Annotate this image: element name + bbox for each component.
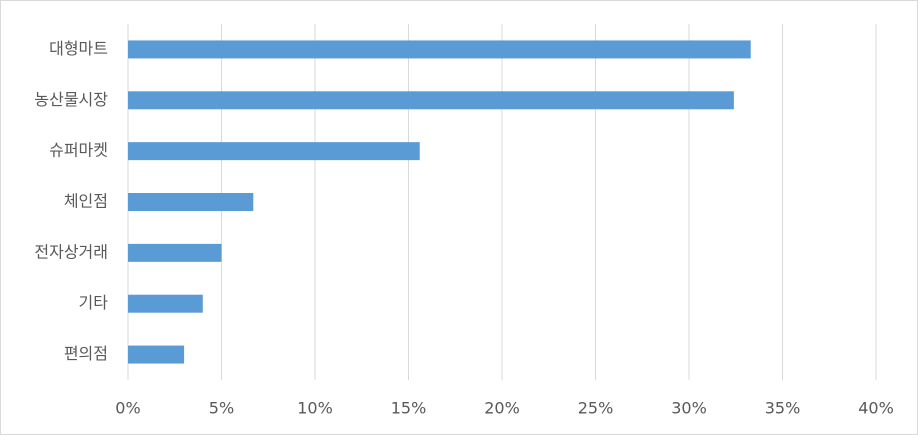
bar [128, 193, 254, 211]
x-tick-label: 5% [209, 399, 234, 418]
x-tick-label: 15% [391, 399, 427, 418]
x-tick-label: 20% [484, 399, 520, 418]
y-tick-label: 편의점 [64, 344, 108, 363]
x-tick-label: 35% [765, 399, 801, 418]
x-tick-label: 40% [858, 399, 894, 418]
bar [128, 40, 751, 59]
bar [128, 142, 420, 161]
bar [128, 345, 185, 364]
bar [128, 294, 203, 313]
x-tick-label: 10% [297, 399, 333, 418]
x-tick-label: 25% [578, 399, 614, 418]
y-tick-label: 대형마트 [49, 39, 108, 58]
y-tick-label: 슈퍼마켓 [49, 141, 108, 160]
y-tick-label: 체인점 [64, 192, 108, 211]
y-tick-label: 기타 [79, 293, 109, 312]
x-tick-label: 30% [671, 399, 707, 418]
bar [128, 91, 734, 110]
bar [128, 243, 222, 262]
x-tick-label: 0% [115, 399, 140, 418]
y-tick-label: 농산물시장 [34, 90, 108, 109]
y-tick-label: 전자상거래 [34, 242, 108, 261]
